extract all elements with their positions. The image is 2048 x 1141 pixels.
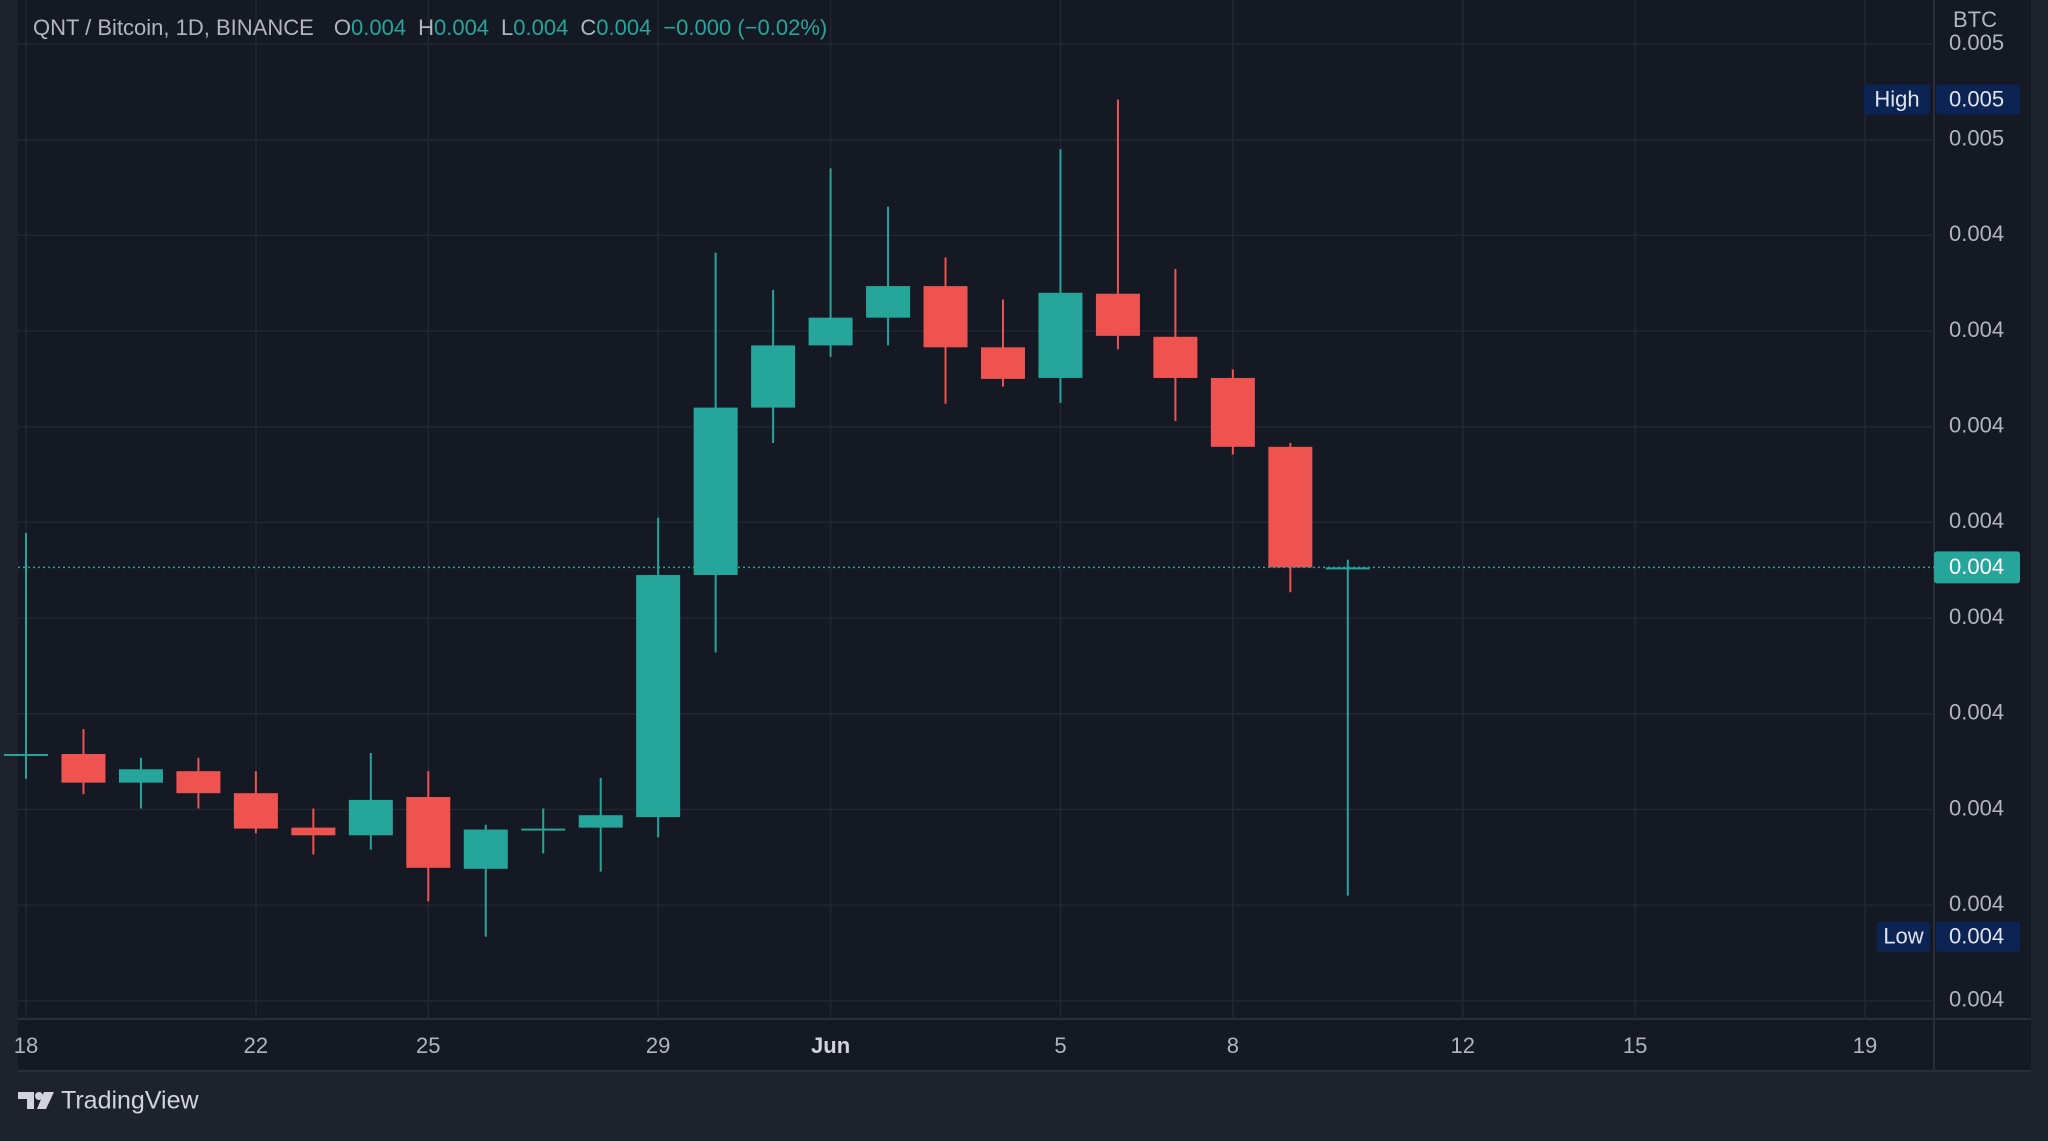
candles xyxy=(4,99,1370,937)
candle-body xyxy=(980,347,1025,379)
y-tick-label: 0.004 xyxy=(1949,413,2004,438)
marker-name: High xyxy=(1874,86,1919,111)
logo-shape xyxy=(37,1092,54,1109)
x-tick-label: 8 xyxy=(1227,1033,1239,1058)
brand-logo xyxy=(18,1092,54,1109)
candle-body xyxy=(578,815,623,828)
ohlc-key: L xyxy=(501,15,513,40)
candle-body xyxy=(1095,293,1140,336)
marker-value-tag xyxy=(1936,921,2020,952)
candle-body xyxy=(866,286,911,318)
candle-body xyxy=(923,286,968,348)
y-tick-label: 0.004 xyxy=(1949,891,2004,916)
y-tick-label: 0.004 xyxy=(1949,795,2004,820)
ohlc-value: 0.004 xyxy=(513,15,568,40)
y-tick-label: 0.005 xyxy=(1949,30,2004,55)
logo-shape xyxy=(18,1092,34,1109)
ohlc-key: O xyxy=(334,15,351,40)
x-tick-label: 22 xyxy=(244,1033,268,1058)
ohlc-value: 0.004 xyxy=(351,15,406,40)
overlay: 0.004 0.004 0.004 0.004 0.004 0.004 0.004 0.004… xyxy=(14,30,2020,1058)
candle-body xyxy=(233,793,278,829)
candle-body xyxy=(1153,336,1198,378)
marker-name: Low xyxy=(1883,924,1923,949)
chart-header: QNT / Bitcoin, 1D, BINANCE O0.004 H0.004 L… xyxy=(33,15,827,40)
x-tick-label: 25 xyxy=(416,1033,440,1058)
marker-name-tag xyxy=(1877,921,1930,952)
candle-body xyxy=(406,797,451,868)
marker-name-tag xyxy=(1864,84,1930,115)
ohlc-key: H xyxy=(418,15,434,40)
brand: TradingView xyxy=(61,1087,200,1115)
candle-body xyxy=(4,753,48,756)
candle-body xyxy=(751,345,796,408)
last-price-tag xyxy=(1934,551,2020,584)
y-tick-label: 0.004 xyxy=(1949,987,2004,1012)
x-tick-label: 19 xyxy=(1853,1033,1877,1058)
y-tick-label: 0.004 xyxy=(1949,700,2004,725)
candle-body xyxy=(61,753,106,783)
ohlc-value: 0.004 xyxy=(596,15,651,40)
y-tick-label: 0.005 xyxy=(1949,126,2004,151)
candle-body xyxy=(118,769,163,783)
ohlc-value: 0.004 xyxy=(434,15,489,40)
marker-value-tag xyxy=(1936,84,2020,115)
candle-body xyxy=(808,317,853,346)
x-tick-label: 5 xyxy=(1054,1033,1066,1058)
x-tick-label: Jun xyxy=(811,1033,850,1058)
chart-panel xyxy=(18,0,2031,1071)
candle-body xyxy=(1268,446,1313,568)
candle-body xyxy=(176,771,221,794)
candle-body xyxy=(348,799,393,836)
y-tick-label: 0.004 xyxy=(1949,221,2004,246)
x-tick-label: 15 xyxy=(1623,1033,1647,1058)
marker-value: 0.004 xyxy=(1949,924,2004,949)
ohlc-key: C xyxy=(580,15,596,40)
candle-body xyxy=(1325,567,1370,570)
y-tick-label: 0.004 xyxy=(1949,508,2004,533)
candle-body xyxy=(1210,377,1255,447)
x-tick-label: 12 xyxy=(1451,1033,1475,1058)
grid xyxy=(18,0,1934,1019)
marker-value: 0.005 xyxy=(1949,86,2004,111)
candle-body xyxy=(636,575,681,818)
symbol: QNT / Bitcoin, 1D, BINANCE xyxy=(33,15,314,40)
candle-body xyxy=(463,829,508,869)
x-tick-label: 29 xyxy=(646,1033,670,1058)
candle-body xyxy=(1038,292,1083,378)
candle-body xyxy=(693,407,738,576)
candle-body xyxy=(521,828,566,831)
y-tick-label: 0.004 xyxy=(1949,604,2004,629)
candle-body xyxy=(291,827,336,836)
y-tick-label: 0.004 xyxy=(1949,317,2004,342)
x-tick-label: 18 xyxy=(14,1033,38,1058)
change: −0.000 (−0.02%) xyxy=(663,15,827,40)
last-price-label: 0.004 xyxy=(1949,554,2004,579)
logo-shape xyxy=(35,1092,43,1100)
y-unit: BTC xyxy=(1953,7,1997,32)
